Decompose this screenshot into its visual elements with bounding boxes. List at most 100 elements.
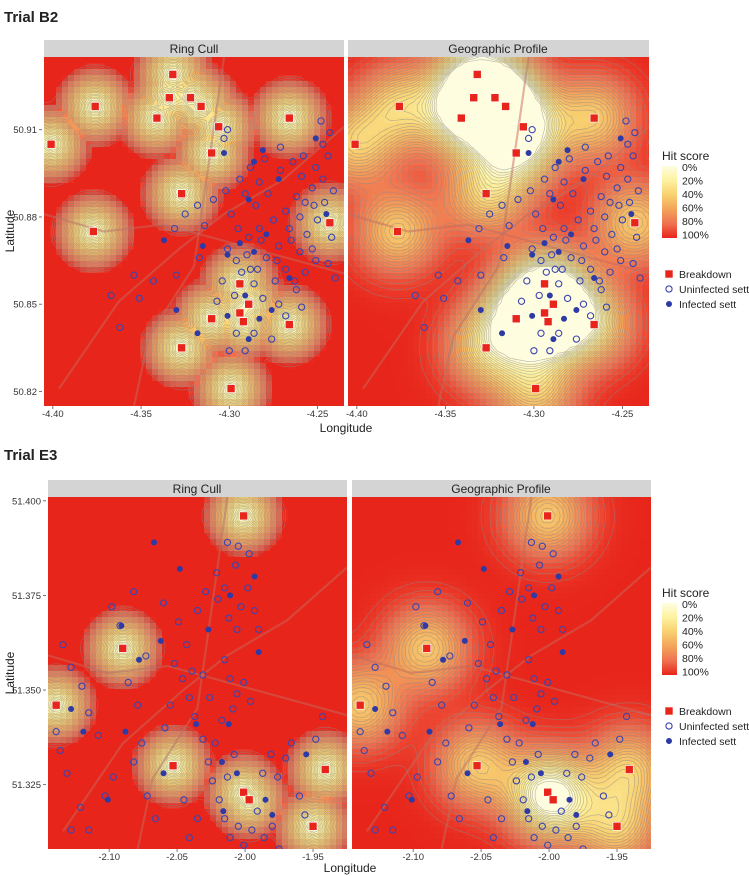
heat-cell	[164, 345, 171, 352]
contour-line	[44, 57, 344, 406]
heat-cell	[164, 99, 171, 106]
heat-cell	[92, 183, 99, 190]
heat-cell	[624, 177, 631, 184]
heat-cell	[414, 225, 421, 232]
heat-cell	[110, 339, 117, 346]
heat-cell	[338, 279, 344, 286]
heat-cell	[528, 219, 535, 226]
heat-cell	[390, 111, 397, 118]
heat-cell	[432, 159, 439, 166]
heat-cell	[86, 339, 93, 346]
heat-cell	[68, 63, 75, 70]
heat-cell	[582, 105, 589, 112]
heat-cell	[426, 255, 433, 262]
heat-cell	[492, 189, 499, 196]
heat-cell	[420, 243, 427, 250]
heat-cell	[302, 303, 309, 310]
heat-cell	[504, 177, 511, 184]
heat-cell	[170, 333, 177, 340]
heat-cell	[338, 375, 344, 382]
heat-cell	[522, 147, 529, 154]
heat-cell	[44, 207, 51, 214]
heat-cell	[308, 387, 315, 394]
heat-cell	[50, 165, 57, 172]
heat-cell	[104, 207, 111, 214]
heat-cell	[320, 117, 327, 124]
heat-cell	[456, 201, 463, 208]
heat-cell	[200, 351, 207, 358]
heat-cell	[308, 273, 315, 280]
heat-cell	[140, 375, 147, 382]
heat-cell	[206, 363, 213, 370]
heat-cell	[254, 285, 261, 292]
heat-cell	[224, 57, 231, 64]
heat-cell	[594, 123, 601, 130]
heat-cell	[320, 237, 327, 244]
heat-cell	[242, 267, 249, 274]
heat-cell	[122, 69, 129, 76]
heat-cell	[290, 381, 297, 388]
heat-cell	[438, 201, 445, 208]
heat-cell	[254, 201, 261, 208]
heat-cell	[62, 291, 69, 298]
heat-cell	[110, 393, 117, 400]
heat-cell	[648, 243, 649, 250]
heat-cell	[420, 201, 427, 208]
heat-cell	[80, 405, 87, 406]
uninfected-sett-point	[255, 224, 263, 233]
heat-cell	[116, 141, 123, 148]
heat-cell	[128, 213, 135, 220]
heat-cell	[152, 291, 159, 298]
heat-cell	[534, 147, 541, 154]
heat-cell	[654, 57, 661, 64]
heat-cell	[354, 135, 361, 142]
heat-cell	[296, 99, 303, 106]
heat-cell	[140, 195, 147, 202]
heat-cell	[62, 159, 69, 166]
heat-cell	[242, 237, 249, 244]
heat-cell	[348, 123, 355, 130]
heat-cell	[134, 135, 141, 142]
heat-cell	[206, 237, 213, 244]
heat-cell	[654, 171, 661, 178]
breakdown-point	[226, 384, 236, 393]
heat-cell	[188, 165, 195, 172]
heat-cell	[50, 399, 57, 406]
heat-cell	[236, 81, 243, 88]
heat-cell	[338, 405, 344, 406]
heat-cell	[314, 267, 321, 274]
heat-cell	[218, 93, 225, 100]
heat-cell	[624, 105, 631, 112]
heat-cell	[134, 291, 141, 298]
heat-cell	[254, 375, 261, 382]
heat-cell	[414, 219, 421, 226]
heat-cell	[522, 93, 529, 100]
heat-cell	[272, 93, 279, 100]
heat-cell	[140, 213, 147, 220]
heat-cell	[444, 177, 451, 184]
heat-cell	[558, 99, 565, 106]
heat-cell	[146, 225, 153, 232]
heat-cell	[332, 363, 339, 370]
heat-cell	[44, 135, 51, 142]
heat-cell	[188, 339, 195, 346]
heat-cell	[348, 213, 355, 220]
heat-cell	[522, 201, 529, 208]
heat-cell	[278, 255, 285, 262]
heat-cell	[314, 141, 321, 148]
heat-cell	[62, 129, 69, 136]
heat-cell	[170, 405, 177, 406]
heat-cell	[152, 129, 159, 136]
heat-cell	[140, 207, 147, 214]
heat-cell	[546, 225, 553, 232]
heat-cell	[116, 273, 123, 280]
heat-cell	[474, 135, 481, 142]
heat-cell	[552, 225, 559, 232]
heat-cell	[420, 171, 427, 178]
heat-cell	[260, 81, 267, 88]
heat-cell	[390, 255, 397, 262]
heat-cell	[164, 153, 171, 160]
heat-cell	[570, 75, 577, 82]
heat-cell	[408, 99, 415, 106]
heat-cell	[134, 393, 141, 400]
